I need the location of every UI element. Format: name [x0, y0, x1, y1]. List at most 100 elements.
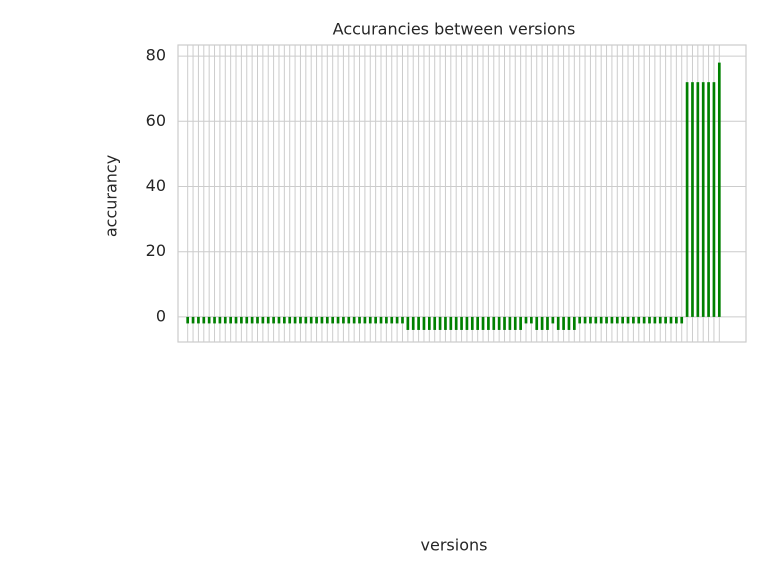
bar [589, 316, 592, 324]
bar [680, 316, 684, 324]
bar [481, 316, 485, 330]
y-tick-label: 60 [146, 111, 166, 130]
bar [234, 316, 238, 324]
bar [540, 316, 544, 330]
bar [465, 316, 469, 330]
bar [664, 316, 667, 324]
bar [476, 316, 480, 330]
x-axis-label: versions [421, 536, 488, 555]
bar [320, 316, 324, 324]
bar [492, 316, 496, 330]
bar [701, 82, 705, 317]
bar [599, 316, 603, 324]
bar [256, 316, 259, 324]
bar [352, 316, 356, 324]
bar [417, 316, 420, 330]
y-tick-label: 40 [146, 176, 166, 195]
bar [347, 316, 351, 324]
bar [309, 316, 313, 324]
bar [497, 316, 501, 330]
bar [707, 82, 710, 317]
bar [669, 316, 673, 324]
bar [229, 316, 232, 324]
bar [470, 316, 474, 330]
bar [712, 82, 716, 317]
bar [675, 316, 678, 324]
bar [460, 316, 463, 330]
bar [342, 316, 345, 324]
bar [615, 316, 619, 324]
bar [261, 316, 265, 324]
bar [245, 316, 249, 324]
bar [385, 316, 388, 324]
bar [288, 316, 292, 324]
bar [315, 316, 318, 324]
y-axis-label: accurancy [102, 155, 121, 237]
bar [379, 316, 383, 324]
bar [266, 316, 270, 324]
bar [358, 316, 361, 324]
bar [363, 316, 367, 324]
bar [567, 316, 571, 330]
bar [374, 316, 377, 324]
bar [411, 316, 415, 330]
bar [594, 316, 598, 324]
bar [331, 316, 335, 324]
bar [207, 316, 211, 324]
bar [427, 316, 431, 330]
bar [293, 316, 297, 324]
y-tick-label: 20 [146, 241, 166, 260]
bar [213, 316, 216, 324]
bar [197, 316, 200, 324]
bar [556, 316, 560, 330]
bar [605, 316, 608, 324]
bar [444, 316, 447, 330]
bar [519, 316, 522, 330]
bar [277, 316, 281, 324]
bar [508, 316, 512, 330]
bar [530, 316, 533, 324]
bar [191, 316, 195, 324]
bar [304, 316, 308, 324]
bar [299, 316, 302, 324]
bar [578, 316, 582, 324]
bar [503, 316, 506, 330]
bar [422, 316, 426, 330]
bar [626, 316, 630, 324]
bar [186, 316, 190, 324]
bar [272, 316, 275, 324]
bar [610, 316, 614, 324]
bar [454, 316, 458, 330]
bar [218, 316, 222, 324]
chart-title: Accurancies between versions [333, 20, 576, 39]
bar [696, 82, 700, 317]
bar [658, 316, 662, 324]
bar [250, 316, 254, 324]
bar [524, 316, 528, 324]
bar [223, 316, 227, 324]
bar [583, 316, 587, 324]
bar [283, 316, 286, 324]
bar [642, 316, 646, 324]
bar [562, 316, 565, 330]
bar [438, 316, 442, 330]
bar [691, 82, 694, 317]
bar [325, 316, 329, 324]
y-tick-label: 80 [146, 46, 166, 65]
bar [648, 316, 651, 324]
y-tick-label: 0 [156, 306, 166, 325]
bar [535, 316, 539, 330]
bar [240, 316, 243, 324]
bar [336, 316, 340, 324]
bar [390, 316, 394, 324]
bar [395, 316, 399, 324]
bar [621, 316, 624, 324]
bar [546, 316, 549, 330]
bar [685, 82, 689, 317]
bar [406, 316, 410, 330]
bar [513, 316, 517, 330]
bar [637, 316, 641, 324]
bar [368, 316, 372, 324]
bar [717, 62, 721, 317]
